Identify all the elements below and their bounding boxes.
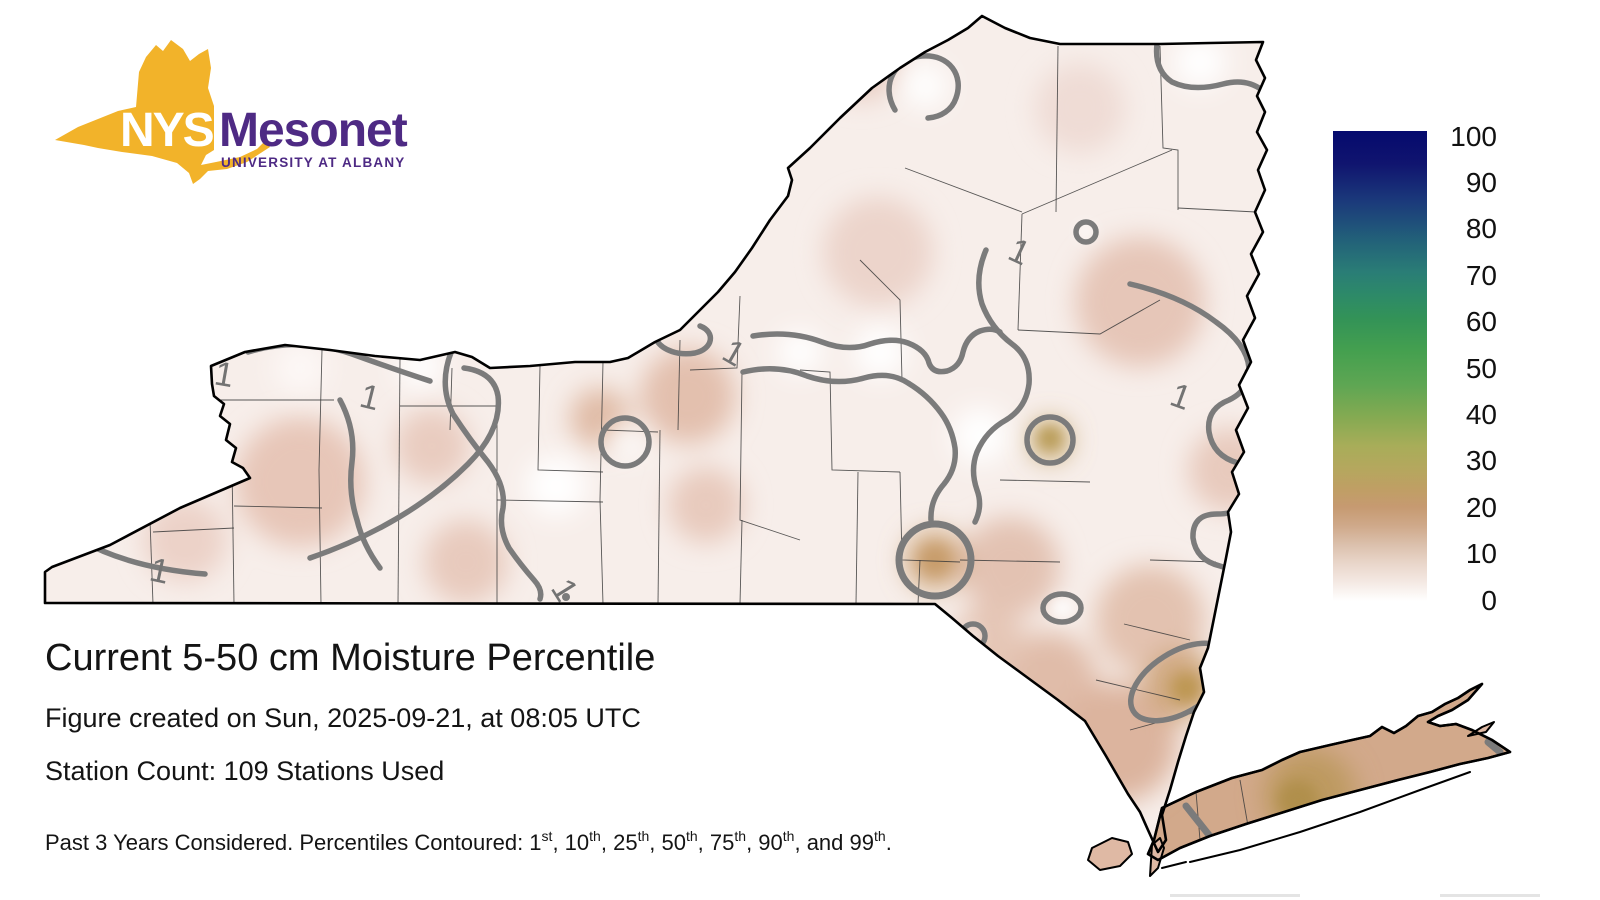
county-line	[739, 519, 743, 605]
county-line	[397, 357, 401, 605]
staten-island	[1087, 837, 1133, 871]
colorbar-tick-label: 0	[1481, 584, 1497, 616]
colorbar-tick-label: 50	[1465, 352, 1497, 384]
station-count-line: Station Count: 109 Stations Used	[45, 756, 445, 786]
county-line	[1123, 623, 1191, 641]
title-block: Current 5-50 cm Moisture Percentile Figu…	[45, 636, 892, 856]
logo-affiliation: UNIVERSITY AT ALBANY	[221, 155, 406, 170]
ordinal-suffix: th	[637, 827, 650, 844]
county-line	[1177, 207, 1257, 213]
contour-line	[1246, 424, 1270, 436]
state-outline	[43, 14, 1512, 869]
logo-acronym: NYS	[120, 104, 214, 157]
footnote-line: Past 3 Years Considered. Percentiles Con…	[45, 827, 892, 855]
county-line	[231, 463, 235, 605]
county-line	[599, 361, 604, 605]
county-line	[855, 471, 859, 605]
colorbar-tick-label: 70	[1465, 259, 1497, 291]
county-line	[233, 505, 323, 509]
cropped-edge-artifact	[1170, 894, 1300, 897]
ordinal-suffix: th	[589, 827, 601, 844]
state-mainland-fill	[45, 16, 1267, 852]
ordinal-suffix: th	[734, 827, 747, 844]
contour-ring	[1073, 219, 1099, 245]
colorbar-tick-label: 60	[1465, 306, 1497, 338]
contour-line	[740, 366, 959, 523]
county-line	[904, 167, 1023, 213]
contour-ring	[895, 520, 975, 600]
long-island-border	[1146, 682, 1512, 862]
county-line	[999, 479, 1091, 483]
colorbar-tick-label: 20	[1465, 491, 1497, 523]
contour-line	[886, 53, 961, 121]
contour-line	[1484, 738, 1504, 756]
figure-title: Current 5-50 cm Moisture Percentile	[45, 637, 656, 679]
state-border	[43, 14, 1269, 854]
contour-dot	[562, 593, 570, 601]
created-line: Figure created on Sun, 2025-09-21, at 08…	[45, 703, 641, 733]
county-line	[1159, 45, 1179, 210]
county-line	[318, 349, 323, 605]
nys-mesonet-logo: NYS Mesonet UNIVERSITY AT ALBANY	[55, 40, 409, 184]
barrier-island-line	[1161, 861, 1187, 869]
county-line	[657, 429, 661, 605]
county-line	[1017, 213, 1023, 331]
colorbar-tick-label: 90	[1465, 166, 1497, 198]
county-line	[1055, 45, 1059, 213]
cropped-edge-artifact	[1440, 894, 1540, 897]
colorbar-tick-label: 80	[1465, 213, 1497, 245]
county-line	[799, 369, 901, 473]
county-line	[449, 367, 453, 431]
county-line	[1021, 149, 1173, 215]
ordinal-suffix: th	[685, 827, 698, 844]
county-line	[959, 559, 1061, 563]
contour-ring	[1024, 414, 1076, 466]
contour-line	[654, 323, 713, 357]
logo-wordmark: Mesonet	[219, 104, 408, 157]
county-line	[537, 365, 604, 473]
colorbar-tick-labels: 100 90 80 70 60 50 40 30 20 10 0	[1427, 121, 1497, 615]
county-line	[1239, 779, 1249, 827]
contour-ring	[598, 415, 652, 469]
contour-line	[1153, 41, 1265, 93]
county-line	[689, 295, 741, 371]
county-line	[149, 519, 154, 605]
ordinal-suffix: th	[782, 827, 795, 844]
county-line	[496, 499, 604, 503]
contour-line	[1244, 368, 1270, 380]
county-line	[859, 259, 903, 381]
contour-line	[442, 347, 544, 602]
ordinal-suffix: th	[874, 827, 886, 844]
contour-line	[750, 326, 1003, 375]
county-line	[1095, 679, 1181, 701]
colorbar-tick-label: 100	[1450, 120, 1497, 152]
barrier-island-line	[1189, 771, 1471, 863]
county-line	[1017, 299, 1161, 335]
county-line	[739, 371, 801, 541]
colorbar-tick-label: 30	[1465, 445, 1497, 477]
logo-ny-state-shape	[55, 40, 270, 184]
colorbar-gradient	[1333, 131, 1427, 601]
contour-ring	[1040, 591, 1084, 625]
ordinal-suffix: st	[541, 827, 553, 844]
county-line	[917, 559, 921, 605]
colorbar-tick-label: 10	[1465, 538, 1497, 570]
colorbar-tick-label: 40	[1465, 398, 1497, 430]
county-line	[152, 527, 235, 533]
moisture-shading	[143, 24, 1356, 841]
contour-line	[337, 397, 383, 571]
contour-line	[970, 247, 1032, 525]
